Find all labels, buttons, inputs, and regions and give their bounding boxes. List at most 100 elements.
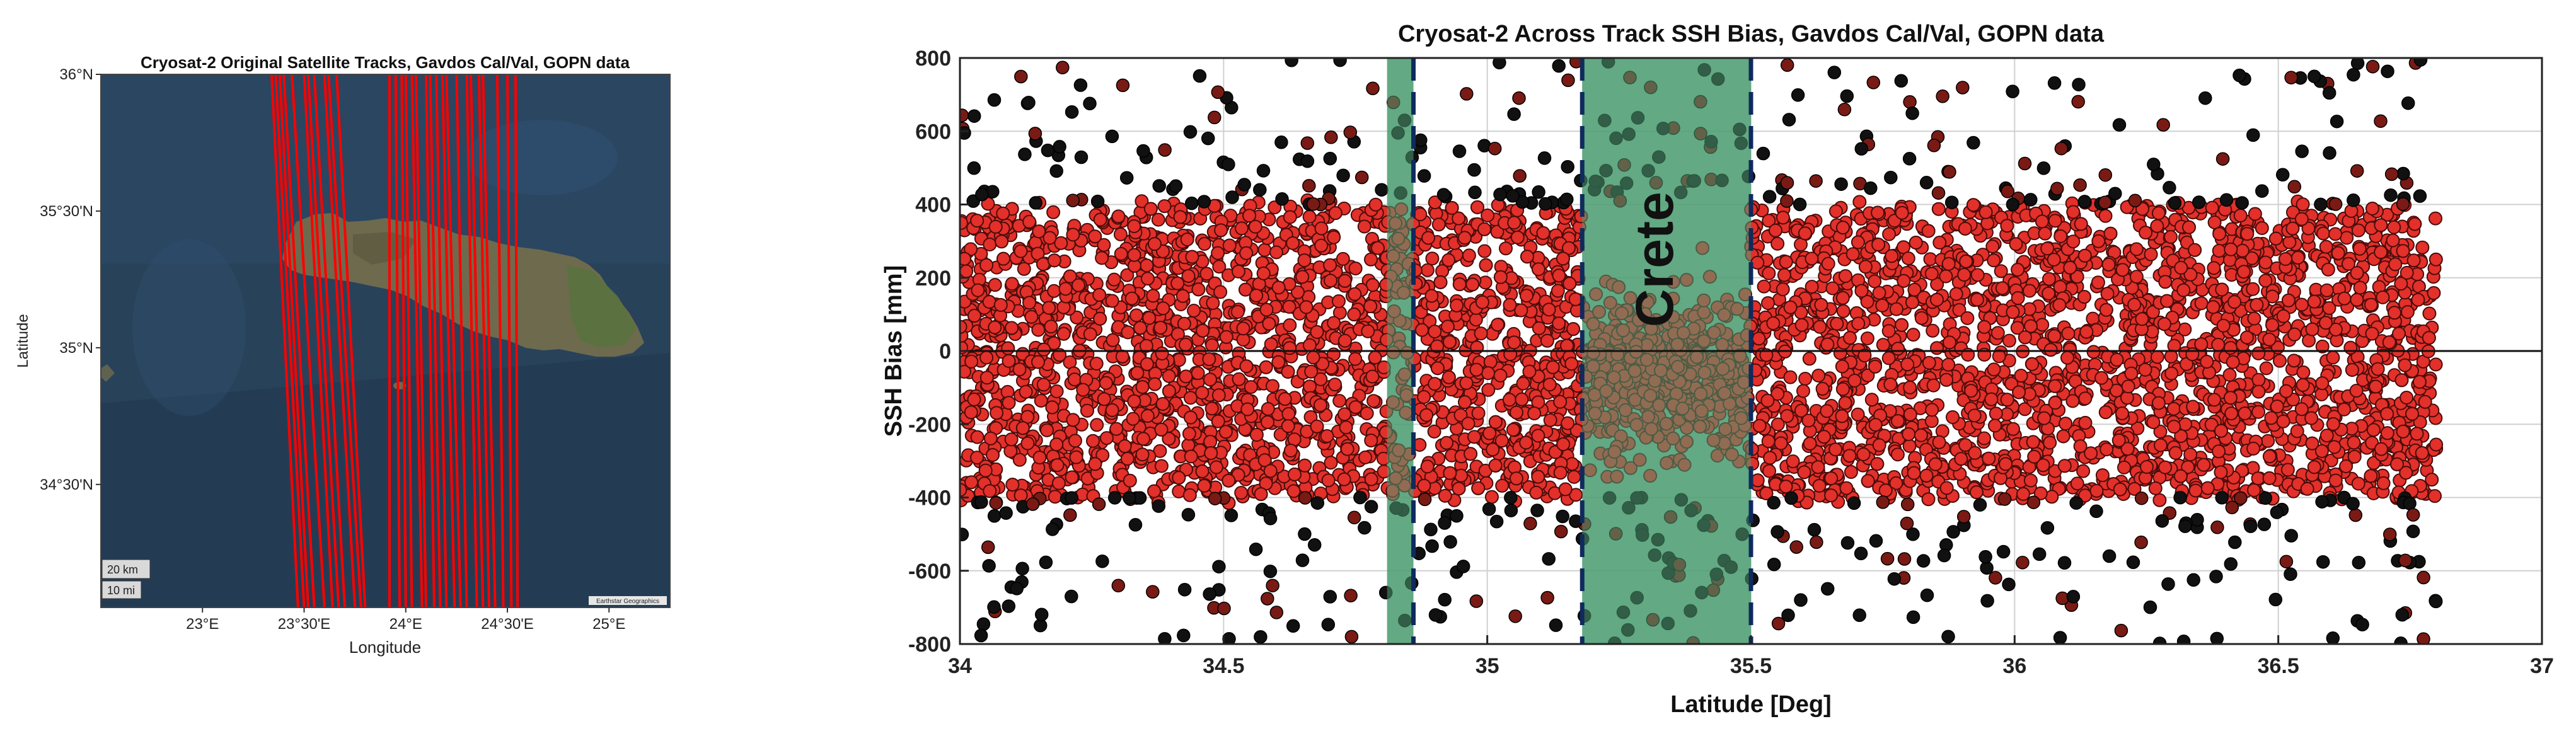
bias-point xyxy=(1926,378,1941,393)
bias-point xyxy=(1240,402,1255,417)
bias-point xyxy=(2078,416,2093,430)
bias-point xyxy=(1978,205,1993,219)
bias-point xyxy=(2144,247,2158,262)
bias-point xyxy=(982,295,996,309)
bias-point xyxy=(1507,216,1522,230)
bias-point xyxy=(1261,415,1274,429)
bias-point xyxy=(2240,227,2255,241)
bias-point xyxy=(2276,309,2290,323)
bias-point xyxy=(1320,429,1334,443)
bias-point xyxy=(1254,487,1268,502)
bias-point xyxy=(1211,246,1225,260)
bias-point xyxy=(1493,368,1508,383)
bias-point xyxy=(1107,272,1121,287)
bias-point xyxy=(1946,410,1960,424)
bias-point xyxy=(2006,422,2020,436)
map-y-tick-label: 34°30'N xyxy=(40,476,93,493)
bias-point xyxy=(1360,406,1374,420)
bias-point xyxy=(1441,253,1456,267)
bias-point xyxy=(1127,394,1141,408)
bias-point xyxy=(1779,480,1793,494)
bias-point xyxy=(1824,488,1839,503)
bias-point xyxy=(2212,227,2227,241)
bias-point xyxy=(1757,279,1771,294)
satellite-track xyxy=(495,74,505,607)
bias-point xyxy=(1005,277,1019,291)
satellite-track xyxy=(274,74,306,607)
bias-point xyxy=(1299,300,1314,314)
bias-point xyxy=(1830,316,1844,331)
bias-point xyxy=(1140,357,1154,371)
bias-point xyxy=(1278,392,1292,406)
bias-point xyxy=(1302,338,1317,352)
bias-point xyxy=(2006,305,2020,319)
bias-point xyxy=(1845,247,1860,262)
satellite-track xyxy=(414,74,427,607)
bias-point xyxy=(988,278,1002,292)
bias-point xyxy=(1004,432,1019,447)
bias-point xyxy=(1143,202,1158,216)
bias-point xyxy=(1111,209,1126,224)
bias-point xyxy=(2388,306,2401,320)
bias-point xyxy=(1905,295,1919,309)
bias-point xyxy=(1502,393,1516,407)
satellite-track xyxy=(465,74,478,607)
satellite-track xyxy=(335,74,367,607)
bias-point xyxy=(1452,481,1466,496)
bias-point xyxy=(1924,267,1939,281)
bias-point xyxy=(2380,406,2394,421)
bias-point xyxy=(2000,219,2014,233)
satellite-track xyxy=(404,74,413,607)
bias-point xyxy=(2212,444,2226,459)
bias-point xyxy=(1099,376,1113,390)
bias-point xyxy=(2140,460,2154,474)
bias-point xyxy=(1959,254,1973,268)
bias-point xyxy=(1441,370,1456,384)
bias-point xyxy=(1474,326,1488,341)
bias-point xyxy=(1471,406,1486,420)
bias-point xyxy=(1939,481,1954,495)
bias-point xyxy=(2152,493,2167,507)
bias-point xyxy=(1303,379,1317,394)
bias-point xyxy=(1051,476,1066,490)
bias-point xyxy=(1761,434,1776,449)
bias-point xyxy=(1099,431,1114,446)
bias-point xyxy=(2188,243,2202,257)
bias-point xyxy=(1129,308,1143,323)
bias-point xyxy=(2415,240,2430,255)
bias-point xyxy=(1357,219,1372,234)
bias-point xyxy=(1283,318,1297,333)
bias-point xyxy=(1195,464,1210,478)
bias-point xyxy=(2386,233,2400,248)
bias-point xyxy=(1173,210,1187,224)
bias-point xyxy=(1066,227,1080,242)
bias-point xyxy=(1049,437,1064,452)
bias-point xyxy=(1048,490,1062,504)
bias-point xyxy=(1181,438,1196,452)
bias-point xyxy=(2396,244,2410,258)
bias-point xyxy=(1113,227,1128,241)
bias-point xyxy=(1286,236,1300,250)
bias-point xyxy=(1977,431,1991,446)
bias-point xyxy=(2262,332,2277,347)
bias-point xyxy=(2350,292,2364,307)
bias-point xyxy=(2246,282,2260,296)
bias-point xyxy=(2186,400,2200,414)
bias-point xyxy=(990,406,1004,420)
bias-point xyxy=(1115,349,1129,364)
bias-point xyxy=(1097,392,1111,406)
bias-point xyxy=(1990,326,2005,340)
bias-point xyxy=(2011,263,2025,277)
bias-point xyxy=(2078,391,2093,406)
bias-point xyxy=(2139,226,2153,240)
satellite-track xyxy=(469,74,485,607)
bias-point xyxy=(1020,436,1035,451)
bias-point xyxy=(995,234,1009,249)
bias-point xyxy=(2238,406,2252,420)
bias-point xyxy=(1876,338,1890,352)
bias-point xyxy=(1903,380,1917,394)
bias-point xyxy=(2027,449,2042,464)
bias-point xyxy=(2294,402,2309,417)
bias-point xyxy=(2326,350,2340,365)
bias-point xyxy=(1014,244,1028,258)
